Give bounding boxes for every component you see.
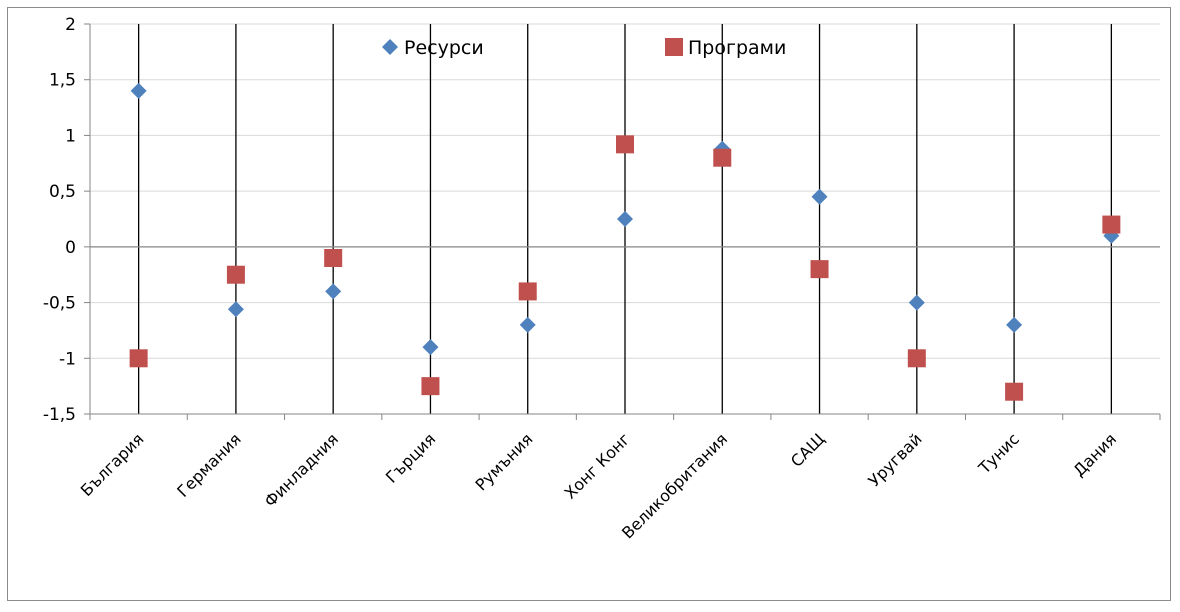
data-point-programs [518,282,537,301]
points-layer [129,82,1121,401]
y-tick-label: 0,5 [49,182,76,202]
data-point-resources [130,82,147,99]
data-point-resources [227,301,244,318]
data-point-programs [810,260,829,279]
chart-border [7,7,1171,601]
legend-marker-diamond [382,39,398,55]
y-tick-label: 2 [65,15,76,35]
data-point-resources [908,294,925,311]
data-point-programs [713,148,732,167]
data-point-programs [129,349,148,368]
data-point-programs [907,349,926,368]
legend-item-programs: Програми [665,37,786,59]
data-point-resources [617,211,633,227]
data-point-resources [325,283,342,300]
legend-item-resources: Ресурси [382,37,484,59]
y-tick-label: -1 [59,349,76,369]
data-point-resources [811,188,828,205]
legend-label: Програми [688,37,786,59]
data-point-resources [519,316,536,333]
y-tick-label: 1 [65,126,76,146]
y-tick-label: -1,5 [43,405,76,425]
legend: Ресурси Програми [382,37,786,59]
legend-label: Ресурси [404,37,484,59]
data-point-programs [324,249,343,267]
data-point-programs [226,265,245,284]
data-point-programs [1102,215,1121,234]
data-point-resources [1006,316,1023,333]
data-point-resources [422,339,439,356]
legend-marker-square [665,38,683,56]
y-tick-label: -0,5 [43,294,76,314]
y-tick-label: 0 [65,238,76,258]
data-point-programs [616,135,634,154]
y-tick-label: 1,5 [49,71,76,91]
data-point-programs [421,377,440,396]
data-point-programs [1005,382,1024,401]
